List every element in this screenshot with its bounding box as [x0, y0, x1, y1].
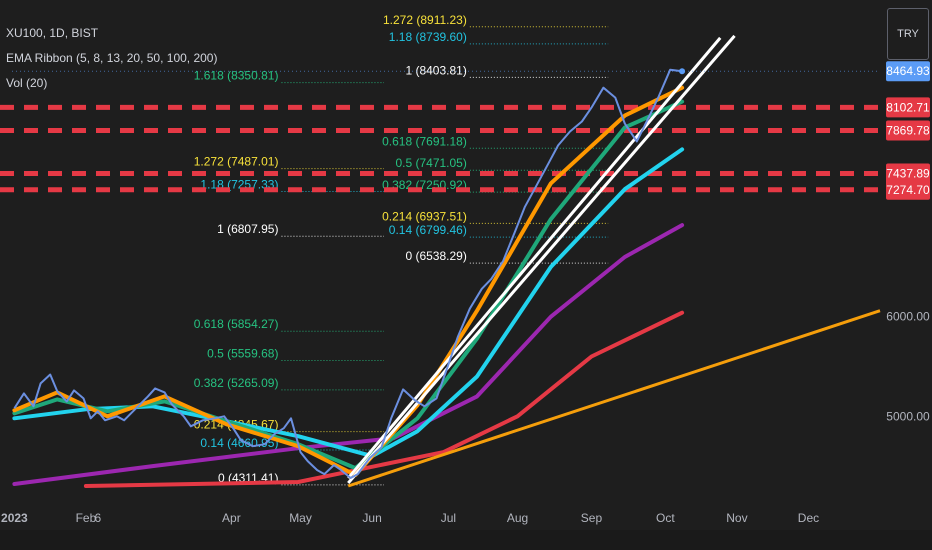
price-axis[interactable]: 5000.00 6000.00 8464.93 8102.71 7869.78 7437.… [886, 61, 930, 423]
resistance-zones [0, 104, 880, 193]
fib-late-label-1-272: 1.272 (8911.23) [383, 13, 467, 27]
fib-late-label-0-14: 0.14 (6799.46) [389, 223, 467, 237]
price-badge-label-7869-78: 7869.78 [886, 124, 930, 138]
x-tick-jul: Jul [441, 511, 456, 525]
fib-early-label-1-618: 1.618 (8350.81) [194, 69, 279, 83]
fib-late-label-0-618: 0.618 (7691.18) [382, 134, 467, 148]
y-tick-6000-00: 6000.00 [886, 310, 930, 324]
trendline-white-2 [347, 34, 736, 484]
price-badge-7274-70 [886, 179, 930, 200]
price-badge-7869-78 [886, 120, 930, 141]
price-badge-7437-89 [886, 163, 930, 184]
fib-late-label-1-18: 1.18 (8739.60) [389, 30, 467, 44]
trendline-white-1 [347, 36, 722, 480]
fib-late-label-0: 0 (6538.29) [405, 249, 466, 263]
trendlines[interactable] [347, 34, 881, 488]
currency-button[interactable]: TRY [887, 8, 929, 60]
x-tick-may: May [289, 511, 312, 525]
ema-line-ema-200 [83, 310, 685, 488]
fib-late-label-1: 1 (8403.81) [405, 63, 466, 77]
fib-early-label-0-14: 0.14 (4660.95) [200, 436, 278, 450]
price-badge-8102-71 [886, 97, 930, 118]
fib-early-label-1: 1 (6807.95) [217, 222, 278, 236]
x-tick-aug: Aug [507, 511, 528, 525]
price-badge-label-8102-71: 8102.71 [886, 100, 930, 114]
fib-late-label-0-214: 0.214 (6937.51) [382, 209, 467, 223]
x-tick-sep: Sep [581, 511, 603, 525]
symbol-title[interactable]: XU100, 1D, BIST [6, 26, 99, 40]
x-tick-dec: Dec [798, 511, 819, 525]
fibonacci-levels: 1.618 (8350.81)1.272 (7487.01)1.18 (7257… [194, 13, 609, 486]
fib-early-label-0-5: 0.5 (5559.68) [207, 347, 278, 361]
ema-ribbon-legend[interactable]: EMA Ribbon (5, 8, 13, 20, 50, 100, 200) [6, 51, 218, 65]
ema-line-ema-100 [12, 223, 685, 486]
x-tick-jun: Jun [362, 511, 381, 525]
ema-line-ema-20 [12, 99, 685, 471]
y-tick-5000-00: 5000.00 [886, 409, 930, 423]
fib-early-label-1-272: 1.272 (7487.01) [194, 155, 279, 169]
x-tick-nov: Nov [726, 511, 747, 525]
price-line [13, 68, 683, 479]
x-tick-feb: Feb [76, 511, 97, 525]
fib-early-label-0-618: 0.618 (5854.27) [194, 317, 279, 331]
trendline-orange [347, 309, 881, 488]
x-tick-oct: Oct [656, 511, 675, 525]
last-price-marker [679, 68, 686, 75]
price-series [12, 68, 880, 479]
x-tick-6: 6 [95, 511, 102, 525]
volume-legend[interactable]: Vol (20) [6, 76, 48, 90]
ema-ribbon [12, 85, 685, 488]
bottom-toolbar [0, 530, 932, 550]
x-tick-2023: 2023 [1, 511, 28, 525]
fib-early-label-0-382: 0.382 (5265.09) [194, 376, 279, 390]
price-badge-label-8464-93: 8464.93 [886, 64, 930, 78]
price-badge-label-7437-89: 7437.89 [886, 167, 930, 181]
x-tick-apr: Apr [222, 511, 241, 525]
price-badge-label-7274-70: 7274.70 [886, 183, 930, 197]
price-badge-8464-93 [886, 61, 930, 82]
fib-late-label-0-5: 0.5 (7471.05) [395, 156, 466, 170]
